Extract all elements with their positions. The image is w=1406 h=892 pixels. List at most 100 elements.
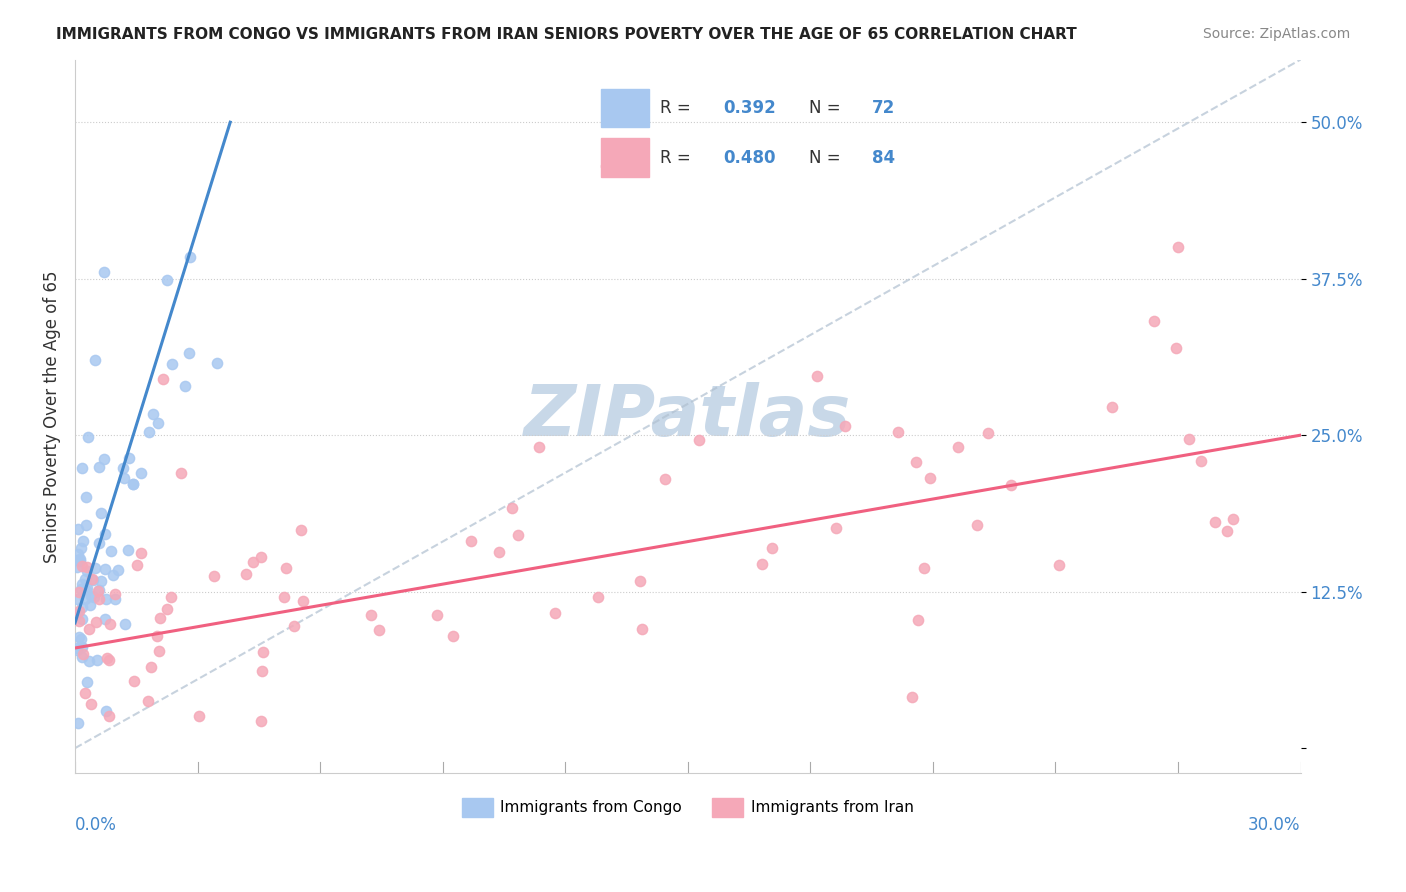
Point bbox=[79, 698, 101, 712]
Point bbox=[70, 649, 93, 664]
Point bbox=[66, 643, 89, 657]
Point bbox=[86, 583, 108, 598]
Point bbox=[160, 357, 183, 371]
Point bbox=[104, 592, 127, 607]
Point bbox=[69, 552, 91, 566]
Point bbox=[628, 574, 651, 589]
Point bbox=[595, 159, 617, 173]
Point bbox=[83, 590, 105, 604]
Point bbox=[887, 425, 910, 439]
Point bbox=[73, 685, 96, 699]
Point bbox=[283, 619, 305, 633]
Point bbox=[67, 615, 90, 629]
Point bbox=[1167, 240, 1189, 254]
Y-axis label: Seniors Poverty Over the Age of 65: Seniors Poverty Over the Age of 65 bbox=[44, 270, 60, 563]
Point bbox=[67, 630, 90, 644]
Point bbox=[806, 369, 828, 384]
Point bbox=[1178, 433, 1201, 447]
Point bbox=[112, 471, 135, 485]
Point bbox=[187, 708, 209, 723]
Point bbox=[73, 591, 96, 606]
Point bbox=[588, 590, 610, 604]
Point bbox=[125, 558, 148, 573]
Point bbox=[426, 608, 449, 623]
Point bbox=[94, 704, 117, 718]
Point bbox=[66, 553, 89, 567]
Point bbox=[94, 562, 117, 576]
Point bbox=[179, 346, 201, 360]
Point bbox=[631, 623, 654, 637]
Text: 30.0%: 30.0% bbox=[1249, 816, 1301, 834]
Point bbox=[905, 455, 928, 469]
Point bbox=[276, 560, 298, 574]
Point bbox=[834, 419, 856, 434]
Point bbox=[70, 640, 93, 654]
Point bbox=[250, 549, 273, 564]
Point bbox=[75, 572, 97, 586]
Point bbox=[250, 665, 273, 679]
Point bbox=[84, 353, 107, 368]
Point bbox=[66, 592, 89, 607]
Point bbox=[75, 518, 97, 533]
Point bbox=[129, 546, 152, 560]
Point bbox=[67, 604, 90, 618]
Point bbox=[67, 716, 90, 731]
Point bbox=[136, 694, 159, 708]
Text: 0.0%: 0.0% bbox=[75, 816, 117, 834]
Point bbox=[101, 567, 124, 582]
Point bbox=[75, 491, 97, 505]
Point bbox=[79, 654, 101, 668]
Point bbox=[104, 587, 127, 601]
Point bbox=[1204, 515, 1226, 529]
Point bbox=[67, 585, 90, 599]
Point bbox=[76, 560, 98, 574]
Point bbox=[97, 653, 120, 667]
Text: IMMIGRANTS FROM CONGO VS IMMIGRANTS FROM IRAN SENIORS POVERTY OVER THE AGE OF 65: IMMIGRANTS FROM CONGO VS IMMIGRANTS FROM… bbox=[56, 27, 1077, 42]
Point bbox=[501, 501, 523, 516]
Point bbox=[94, 611, 117, 625]
Point bbox=[93, 451, 115, 466]
Point bbox=[146, 630, 169, 644]
Point bbox=[70, 559, 93, 574]
Point bbox=[901, 690, 924, 705]
Point bbox=[488, 545, 510, 559]
Point bbox=[76, 581, 98, 595]
Point bbox=[66, 607, 89, 622]
Point bbox=[66, 640, 89, 655]
Point bbox=[174, 379, 197, 393]
Point bbox=[84, 561, 107, 575]
Point bbox=[117, 543, 139, 558]
Text: Source: ZipAtlas.com: Source: ZipAtlas.com bbox=[1202, 27, 1350, 41]
Point bbox=[67, 547, 90, 561]
Point bbox=[273, 591, 295, 605]
Point bbox=[70, 632, 93, 647]
Point bbox=[966, 517, 988, 532]
Point bbox=[460, 534, 482, 549]
Point bbox=[1222, 512, 1244, 526]
Point bbox=[290, 523, 312, 537]
Point bbox=[70, 461, 93, 475]
Point bbox=[825, 521, 848, 535]
Point bbox=[1047, 558, 1070, 572]
Point bbox=[152, 372, 174, 386]
Point bbox=[160, 590, 183, 604]
Point bbox=[93, 265, 115, 279]
Point bbox=[76, 674, 98, 689]
Point bbox=[688, 433, 710, 447]
Point bbox=[69, 554, 91, 568]
Point bbox=[87, 583, 110, 598]
Point bbox=[80, 589, 103, 603]
Point bbox=[121, 476, 143, 491]
Point bbox=[1143, 314, 1166, 328]
Point bbox=[242, 556, 264, 570]
Point bbox=[90, 506, 112, 520]
Point bbox=[976, 426, 998, 441]
Point bbox=[907, 613, 929, 627]
Point bbox=[75, 582, 97, 597]
Point bbox=[156, 273, 179, 287]
Point bbox=[1101, 400, 1123, 414]
Point bbox=[90, 574, 112, 588]
Point bbox=[89, 460, 111, 475]
Point bbox=[114, 617, 136, 632]
Point bbox=[82, 573, 104, 587]
